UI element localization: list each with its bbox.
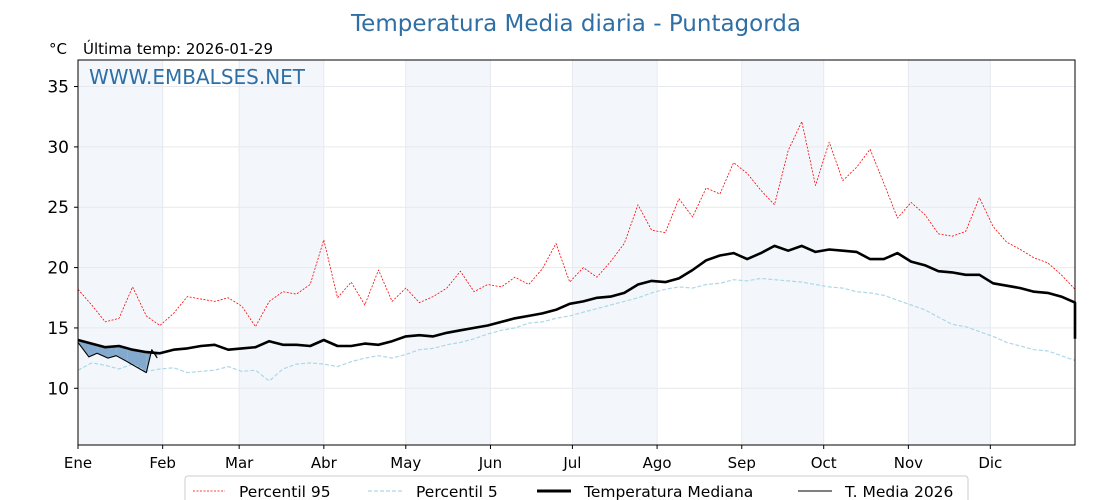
month-band bbox=[908, 60, 991, 445]
x-tick-label: Dic bbox=[978, 454, 1002, 472]
month-band bbox=[78, 60, 163, 445]
month-band bbox=[239, 60, 324, 445]
below-median-fill bbox=[127, 348, 147, 373]
x-tick-label: Oct bbox=[811, 454, 837, 472]
y-tick-label: 10 bbox=[47, 379, 69, 399]
series-line-percentil-95 bbox=[77, 121, 1076, 328]
series-lines bbox=[77, 121, 1077, 382]
y-tick-label: 15 bbox=[47, 319, 69, 339]
x-tick-label: Feb bbox=[149, 454, 176, 472]
y-tick-label: 35 bbox=[47, 78, 69, 98]
month-band bbox=[405, 60, 491, 445]
grid-lines bbox=[78, 60, 1075, 445]
x-tick-label: Abr bbox=[311, 454, 338, 472]
watermark: WWW.EMBALSES.NET bbox=[89, 65, 306, 89]
x-tick-label: Ago bbox=[643, 454, 672, 472]
last-temp-label: Última temp: 2026-01-29 bbox=[83, 39, 273, 58]
month-shading bbox=[78, 60, 991, 445]
below-median-fill bbox=[116, 346, 128, 362]
plot-frame bbox=[77, 59, 1076, 446]
below-median-fill bbox=[108, 346, 117, 359]
chart-title: Temperatura Media diaria - Puntagorda bbox=[350, 11, 801, 37]
x-tick-label: May bbox=[390, 454, 421, 472]
series-line-percentil-5 bbox=[77, 277, 1076, 382]
y-tick-label: 20 bbox=[47, 259, 69, 279]
x-tick-label: Jun bbox=[478, 454, 502, 472]
legend-label-median: Temperatura Mediana bbox=[583, 483, 753, 500]
legend-label-p95: Percentil 95 bbox=[239, 483, 331, 500]
y-axis: 10 15 20 25 30 35 bbox=[47, 78, 78, 399]
series-line-temperatura-mediana bbox=[77, 244, 1077, 355]
legend-box bbox=[184, 475, 969, 500]
y-unit-label: °C bbox=[49, 40, 67, 58]
x-tick-label: Jul bbox=[562, 454, 581, 472]
month-band bbox=[741, 60, 824, 445]
month-band bbox=[572, 60, 658, 445]
y-tick-label: 25 bbox=[47, 198, 69, 218]
series-line-t-media-2026 bbox=[77, 342, 158, 374]
x-tick-label: Nov bbox=[894, 454, 923, 472]
x-tick-label: Ene bbox=[64, 454, 92, 472]
x-tick-label: Sep bbox=[728, 454, 756, 472]
x-axis: Ene Feb Mar Abr May Jun Jul Ago Sep Oct Nov Dic bbox=[64, 445, 1002, 472]
legend-label-2026: T. Media 2026 bbox=[844, 483, 953, 500]
legend: Percentil 95 Percentil 5 Temperatura Med… bbox=[184, 475, 969, 500]
y-tick-label: 30 bbox=[47, 138, 69, 158]
x-tick-label: Mar bbox=[225, 454, 254, 472]
legend-label-p5: Percentil 5 bbox=[416, 483, 498, 500]
below-median-fill bbox=[88, 342, 98, 357]
